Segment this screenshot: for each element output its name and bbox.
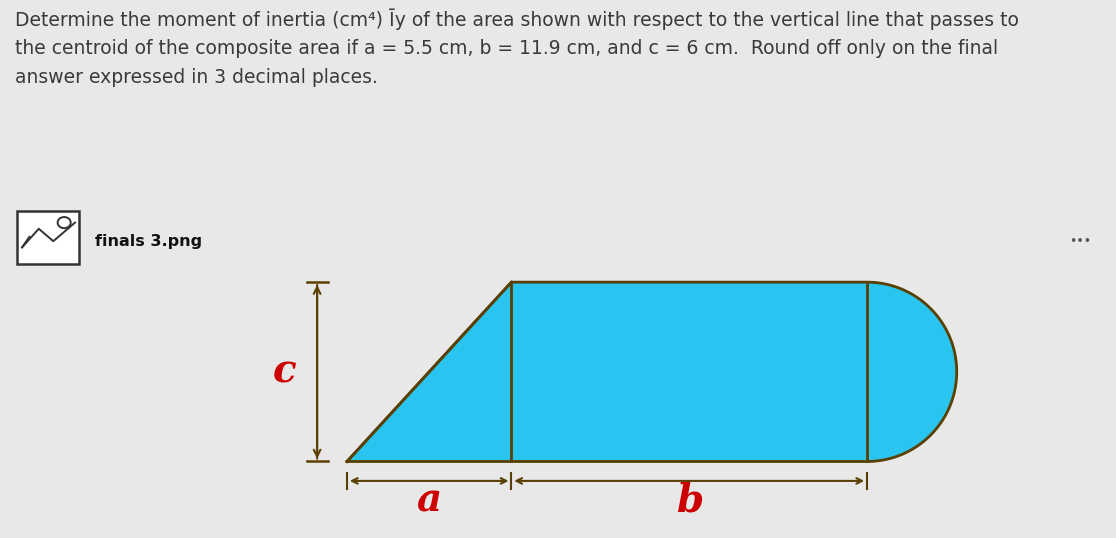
Polygon shape: [347, 282, 956, 462]
Text: finals 3.png: finals 3.png: [95, 233, 202, 249]
Text: •••: •••: [1069, 235, 1091, 247]
Text: b: b: [675, 482, 703, 519]
Text: Determine the moment of inertia (cm⁴) Īy of the area shown with respect to the v: Determine the moment of inertia (cm⁴) Īy…: [15, 8, 1019, 87]
Text: c: c: [272, 353, 296, 391]
Text: a: a: [416, 482, 442, 519]
FancyBboxPatch shape: [17, 211, 78, 264]
